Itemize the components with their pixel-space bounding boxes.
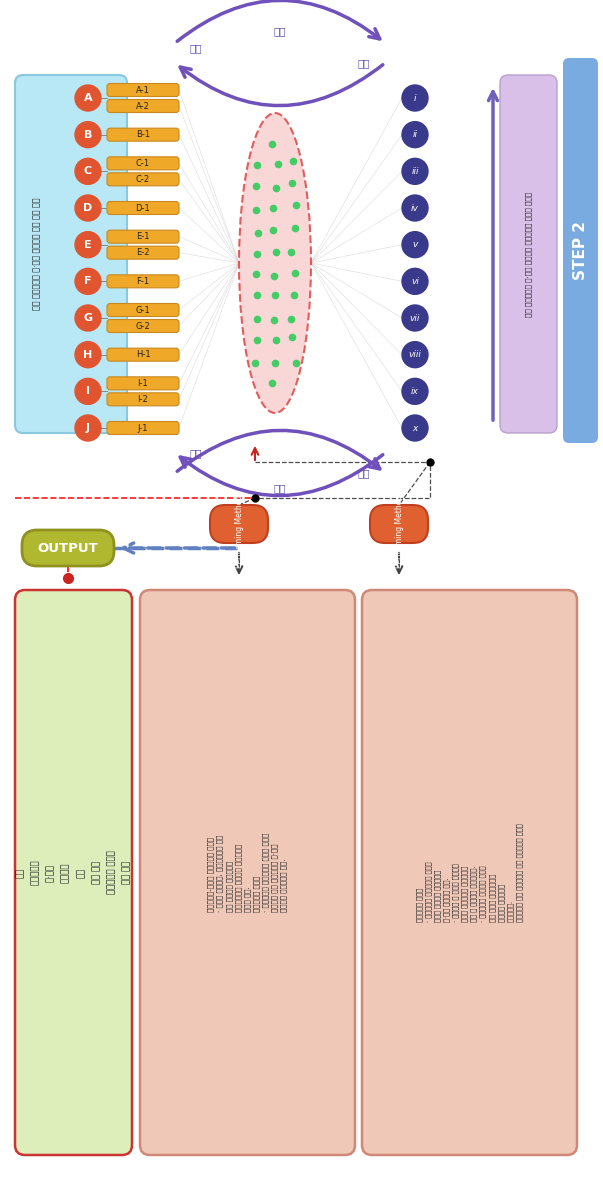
Circle shape bbox=[402, 379, 428, 405]
Text: 출력: 출력 bbox=[358, 58, 370, 67]
FancyBboxPatch shape bbox=[107, 377, 179, 390]
Text: E-1: E-1 bbox=[136, 232, 150, 241]
Text: H: H bbox=[83, 350, 93, 360]
FancyBboxPatch shape bbox=[107, 99, 179, 112]
Text: A: A bbox=[84, 93, 92, 103]
Text: F-1: F-1 bbox=[136, 277, 150, 286]
Circle shape bbox=[75, 122, 101, 148]
Text: G-2: G-2 bbox=[136, 322, 150, 330]
FancyBboxPatch shape bbox=[362, 590, 577, 1155]
Text: G-1: G-1 bbox=[136, 305, 150, 315]
Text: C-1: C-1 bbox=[136, 159, 150, 168]
Circle shape bbox=[75, 232, 101, 258]
Text: OUTPUT: OUTPUT bbox=[37, 542, 98, 555]
Text: 미래
스포츠산업
융·복합
기술개발
분야
선정 기준
포트폴리오 도출의
근거 마련: 미래 스포츠산업 융·복합 기술개발 분야 선정 기준 포트폴리오 도출의 근거… bbox=[16, 851, 131, 894]
FancyBboxPatch shape bbox=[107, 246, 179, 259]
Circle shape bbox=[402, 269, 428, 295]
FancyBboxPatch shape bbox=[107, 348, 179, 361]
Text: 미래 스포츠산업 융·복합 기술개발 포트폴리오 도출의 그리드: 미래 스포츠산업 융·복합 기술개발 포트폴리오 도출의 그리드 bbox=[525, 192, 532, 317]
Text: E: E bbox=[84, 240, 92, 250]
FancyBboxPatch shape bbox=[500, 75, 557, 433]
Text: B: B bbox=[84, 130, 92, 140]
Text: 〈유망기술 선정〉
· 스포츠산업 포트폴리오 도출을
위하여 유망하는 스포츠산업
융·복합 기술들을 선정.
· 의견수렴 및 실용화 가능성을
통하여 스: 〈유망기술 선정〉 · 스포츠산업 포트폴리오 도출을 위하여 유망하는 스포츠… bbox=[416, 823, 523, 922]
FancyBboxPatch shape bbox=[107, 128, 179, 141]
Text: A-1: A-1 bbox=[136, 85, 150, 95]
Text: 적용: 적용 bbox=[274, 26, 286, 35]
Text: vi: vi bbox=[411, 277, 419, 286]
Circle shape bbox=[402, 305, 428, 331]
Circle shape bbox=[402, 232, 428, 258]
Text: 입력: 입력 bbox=[190, 43, 203, 53]
Text: iii: iii bbox=[411, 167, 418, 176]
FancyBboxPatch shape bbox=[107, 157, 179, 170]
FancyBboxPatch shape bbox=[15, 75, 127, 433]
Text: 적용: 적용 bbox=[274, 483, 286, 493]
Text: H-1: H-1 bbox=[136, 350, 150, 360]
Text: G: G bbox=[83, 313, 93, 323]
Text: I-2: I-2 bbox=[137, 395, 148, 403]
FancyBboxPatch shape bbox=[107, 319, 179, 332]
Text: C-2: C-2 bbox=[136, 175, 150, 183]
Text: STEP 2: STEP 2 bbox=[573, 221, 588, 280]
Text: ix: ix bbox=[411, 387, 419, 396]
FancyBboxPatch shape bbox=[210, 505, 268, 543]
Text: ii: ii bbox=[412, 130, 417, 140]
FancyBboxPatch shape bbox=[15, 590, 132, 1155]
FancyBboxPatch shape bbox=[107, 84, 179, 97]
FancyBboxPatch shape bbox=[107, 173, 179, 186]
Circle shape bbox=[402, 85, 428, 111]
Text: F: F bbox=[84, 277, 92, 286]
Circle shape bbox=[402, 415, 428, 441]
Circle shape bbox=[402, 159, 428, 185]
Text: I-1: I-1 bbox=[137, 379, 148, 388]
FancyBboxPatch shape bbox=[107, 393, 179, 406]
Circle shape bbox=[75, 379, 101, 405]
Text: Performing Method 2-1: Performing Method 2-1 bbox=[394, 480, 403, 568]
FancyBboxPatch shape bbox=[22, 530, 114, 565]
Text: D: D bbox=[83, 203, 93, 213]
Circle shape bbox=[402, 195, 428, 221]
Text: vii: vii bbox=[410, 313, 420, 323]
Text: i: i bbox=[414, 93, 416, 103]
Text: Performing Method 2-2: Performing Method 2-2 bbox=[235, 480, 244, 568]
Circle shape bbox=[75, 269, 101, 295]
Circle shape bbox=[75, 342, 101, 368]
Circle shape bbox=[75, 305, 101, 331]
Text: v: v bbox=[412, 240, 418, 250]
Text: C: C bbox=[84, 167, 92, 176]
Ellipse shape bbox=[239, 114, 311, 413]
FancyBboxPatch shape bbox=[107, 421, 179, 434]
Circle shape bbox=[75, 195, 101, 221]
Circle shape bbox=[402, 122, 428, 148]
Text: D-1: D-1 bbox=[136, 203, 150, 213]
FancyBboxPatch shape bbox=[107, 231, 179, 244]
Text: 〈우선순위-실행력 포트폴리오 분석〉
· 사업화 가능성도, 실행가능성도 등을
평가 기준으로 스포츠산업
유망기술들을 구분하여 포트폴리오
도출에 활용: 〈우선순위-실행력 포트폴리오 분석〉 · 사업화 가능성도, 실행가능성도 등… bbox=[208, 833, 287, 912]
FancyBboxPatch shape bbox=[107, 201, 179, 214]
Text: 미래 스포츠산업 융·복합 기술개발 분야 선정 기준: 미래 스포츠산업 융·복합 기술개발 분야 선정 기준 bbox=[33, 198, 42, 310]
Text: I: I bbox=[86, 387, 90, 396]
Text: J-1: J-1 bbox=[137, 424, 148, 433]
FancyBboxPatch shape bbox=[140, 590, 355, 1155]
Text: iv: iv bbox=[411, 203, 419, 213]
Circle shape bbox=[75, 415, 101, 441]
Text: B-1: B-1 bbox=[136, 130, 150, 140]
Text: E-2: E-2 bbox=[136, 248, 150, 257]
Text: x: x bbox=[412, 424, 418, 433]
FancyBboxPatch shape bbox=[370, 505, 428, 543]
Text: 입력: 입력 bbox=[190, 448, 203, 458]
Circle shape bbox=[75, 159, 101, 185]
Circle shape bbox=[75, 85, 101, 111]
Text: 출력: 출력 bbox=[358, 468, 370, 478]
Circle shape bbox=[402, 342, 428, 368]
FancyBboxPatch shape bbox=[563, 58, 598, 442]
Text: viii: viii bbox=[409, 350, 421, 360]
FancyBboxPatch shape bbox=[107, 274, 179, 287]
Text: J: J bbox=[86, 424, 90, 433]
FancyBboxPatch shape bbox=[107, 304, 179, 317]
Text: A-2: A-2 bbox=[136, 102, 150, 110]
